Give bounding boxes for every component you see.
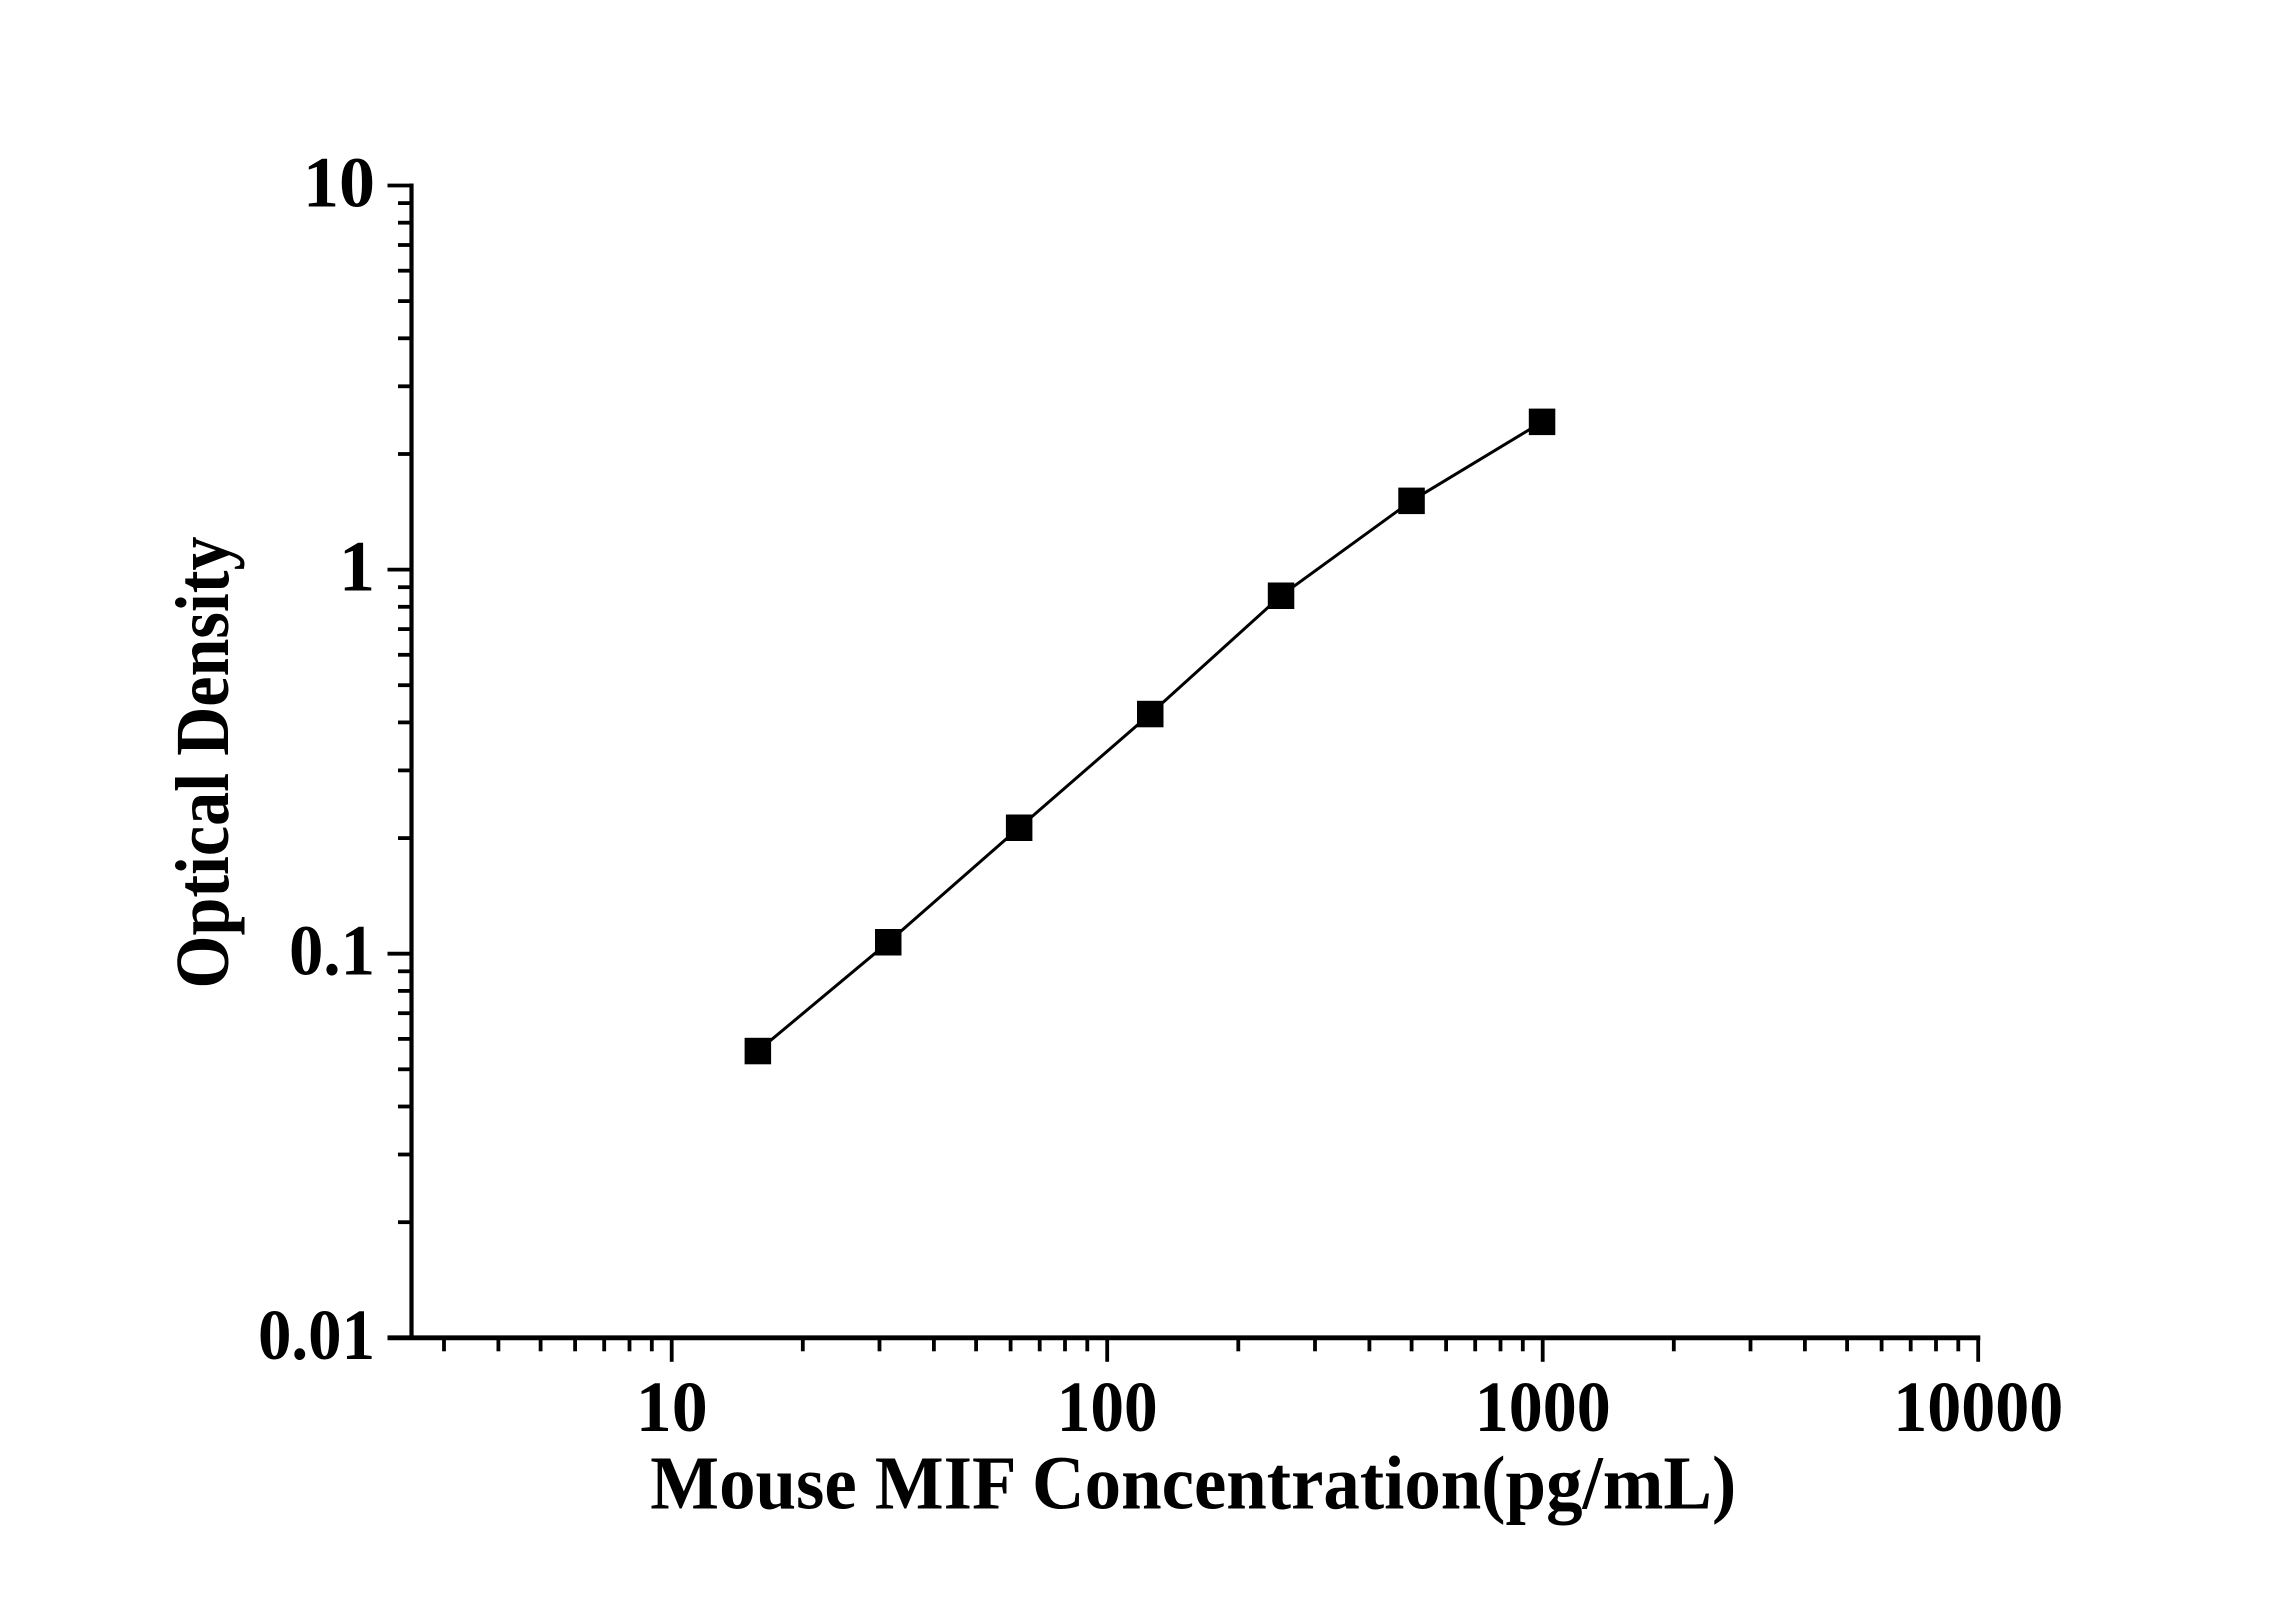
svg-text:0.01: 0.01 (258, 1295, 375, 1375)
svg-text:0.1: 0.1 (289, 911, 375, 991)
svg-text:100: 100 (1057, 1367, 1158, 1447)
svg-text:1: 1 (339, 527, 375, 607)
svg-text:Optical Density: Optical Density (160, 537, 245, 989)
svg-text:10000: 10000 (1893, 1367, 2063, 1447)
svg-text:10: 10 (636, 1367, 708, 1447)
svg-text:1000: 1000 (1475, 1367, 1611, 1447)
svg-text:Mouse MIF Concentration(pg/mL): Mouse MIF Concentration(pg/mL) (650, 1440, 1736, 1525)
svg-text:10: 10 (303, 143, 375, 223)
